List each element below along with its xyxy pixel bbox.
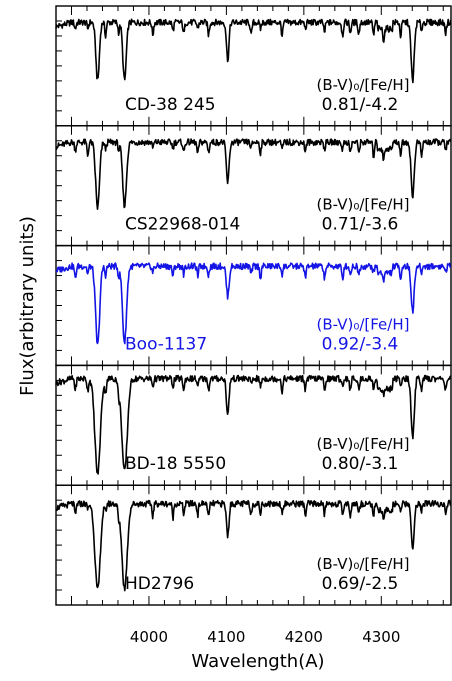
star-name-label: Boo-1137 [125, 334, 207, 354]
x-tick-label: 4300 [362, 628, 400, 646]
star-name-label: BD-18 5550 [125, 454, 226, 474]
spectrum-panel: CD-38 245 (B-V)₀/[Fe/H]0.81/-4.2 [55, 5, 452, 127]
x-tick-label: 4200 [285, 628, 323, 646]
spectrum-panel: Boo-1137 (B-V)₀/[Fe/H]0.92/-3.4 [55, 244, 452, 367]
spectrum-line [55, 499, 452, 592]
panels-group: CD-38 245(B-V)₀/[Fe/H]0.81/-4.2CS22968-0… [55, 5, 452, 646]
color-metallicity-header: (B-V)₀/[Fe/H] [317, 555, 410, 573]
spectrum-panel: HD2796 (B-V)₀/[Fe/H]0.69/-2.5 [55, 484, 452, 606]
star-name-label: CD-38 245 [125, 95, 216, 115]
x-axis-label: Wavelength(A) [191, 651, 324, 672]
star-name-label: HD2796 [125, 574, 194, 594]
color-metallicity-values: 0.69/-2.5 [322, 574, 399, 594]
color-metallicity-header: (B-V)₀/[Fe/H] [317, 76, 410, 94]
star-name-label: CS22968-014 [125, 215, 240, 235]
spectrum-line [55, 138, 452, 210]
spectrum-panel: CS22968-014 (B-V)₀/[Fe/H]0.71/-3.6 [55, 125, 452, 247]
color-metallicity-values: 0.80/-3.1 [322, 454, 399, 474]
spectrum-line [55, 374, 452, 475]
y-axis-label: Flux(arbitrary units) [17, 216, 38, 396]
spectrum-line [55, 262, 452, 345]
spectrum-panel: BD-18 5550 (B-V)₀/[Fe/H]0.80/-3.1 [55, 364, 452, 486]
color-metallicity-header: (B-V)₀/[Fe/H] [317, 196, 410, 214]
color-metallicity-header: (B-V)₀/[Fe/H] [317, 435, 410, 453]
x-tick-label: 4100 [207, 628, 245, 646]
color-metallicity-values: 0.92/-3.4 [322, 334, 399, 354]
color-metallicity-values: 0.71/-3.6 [322, 215, 399, 235]
color-metallicity-header: (B-V)₀/[Fe/H] [317, 315, 410, 333]
x-tick-label: 4000 [130, 628, 168, 646]
spectrum-line [55, 18, 452, 84]
color-metallicity-values: 0.81/-4.2 [322, 95, 399, 115]
